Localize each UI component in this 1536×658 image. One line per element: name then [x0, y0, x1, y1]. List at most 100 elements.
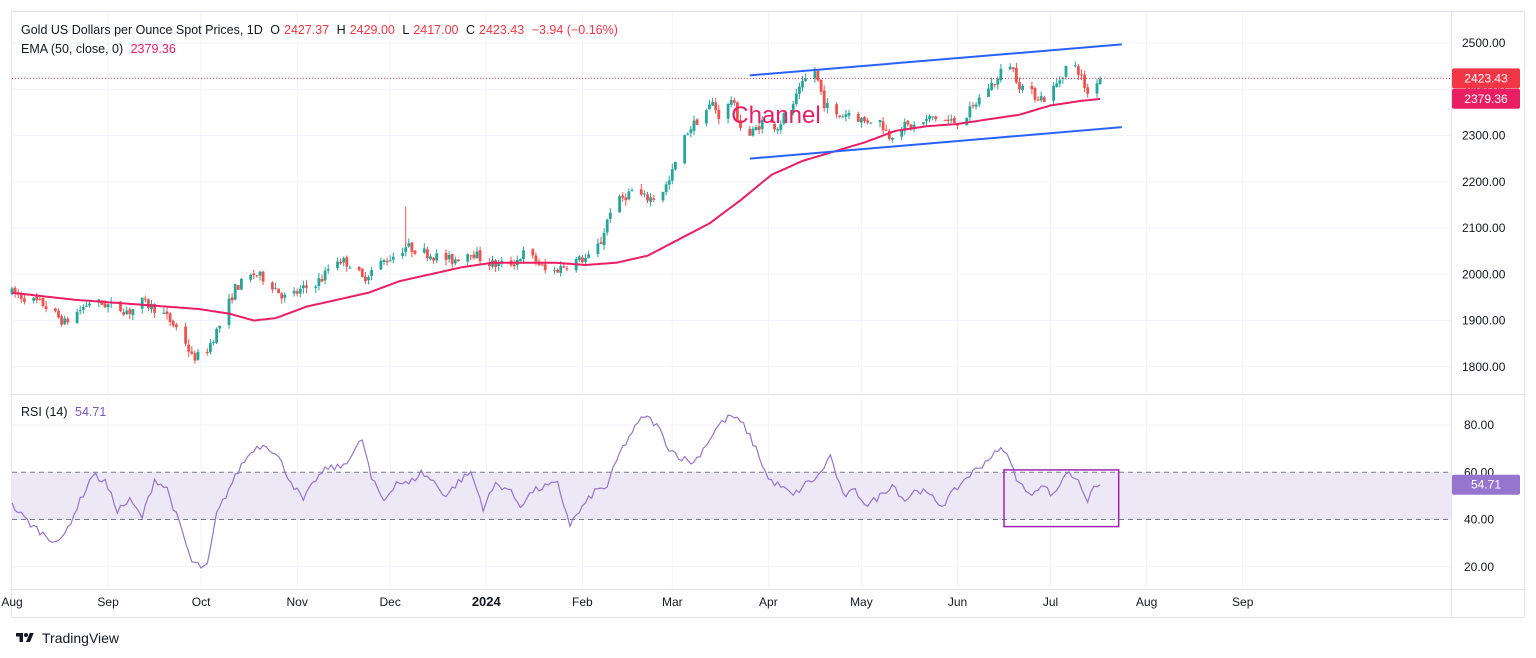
- candle-body: [292, 290, 296, 294]
- low-label: L: [402, 23, 410, 37]
- candle-body: [215, 328, 218, 343]
- candle-body: [320, 278, 324, 282]
- candle-body: [519, 259, 522, 262]
- candle-body: [900, 129, 904, 137]
- open-value: 2427.37: [284, 23, 330, 37]
- candle-body: [838, 115, 842, 117]
- candle-body: [577, 256, 581, 261]
- candle-body: [274, 288, 277, 290]
- candle-body: [119, 301, 122, 311]
- candle-body: [739, 120, 742, 128]
- candle-body: [999, 68, 1003, 81]
- candle-body: [457, 259, 460, 262]
- price-tick-label: 2500.00: [1462, 36, 1506, 50]
- candle-body: [500, 261, 504, 263]
- candle-body: [453, 259, 457, 264]
- candle-body: [835, 104, 838, 115]
- time-tick-label: Sep: [97, 595, 119, 609]
- candle-body: [370, 270, 373, 276]
- candle-body: [844, 114, 848, 117]
- time-tick-label: Mar: [662, 595, 683, 609]
- candle-body: [407, 243, 411, 247]
- candle-body: [670, 169, 674, 181]
- candle-body: [1036, 99, 1040, 101]
- low-value: 2417.00: [413, 23, 459, 37]
- candle-body: [683, 135, 687, 164]
- candle-body: [475, 251, 479, 259]
- candle-body: [32, 297, 36, 301]
- candle-body: [646, 194, 649, 201]
- high-value: 2429.00: [349, 23, 395, 37]
- candle-body: [878, 120, 882, 123]
- candle-body: [543, 264, 547, 271]
- candle-body: [1058, 80, 1062, 84]
- ema-badge-label: 2379.36: [1464, 92, 1508, 106]
- candle-body: [413, 250, 417, 254]
- candle-body: [794, 93, 798, 104]
- candle-body: [317, 278, 321, 287]
- candle-body: [906, 120, 910, 125]
- candle-body: [1098, 78, 1102, 85]
- candle-body: [401, 252, 404, 256]
- candle-body: [726, 103, 730, 119]
- candle-body: [472, 254, 476, 259]
- candle-body: [283, 294, 287, 298]
- tradingview-logo-icon: [16, 633, 34, 642]
- candle-body: [78, 310, 82, 312]
- candle-body: [249, 274, 253, 280]
- rsi-tick-label: 40.00: [1464, 513, 1494, 527]
- candle-body: [38, 298, 42, 300]
- candle-body: [184, 326, 187, 344]
- candle-body: [357, 267, 361, 271]
- candle-body: [599, 242, 603, 245]
- candle-body: [1033, 88, 1037, 100]
- candle-body: [1039, 96, 1043, 101]
- candle-body: [977, 97, 981, 105]
- price-tick-label: 2100.00: [1462, 221, 1506, 235]
- candle-body: [705, 110, 708, 124]
- candle-body: [866, 120, 869, 123]
- time-tick-label: Aug: [1136, 595, 1157, 609]
- candle-body: [81, 307, 85, 310]
- candle-body: [652, 198, 656, 200]
- candle-body: [41, 298, 45, 307]
- candle-body: [912, 124, 916, 128]
- candle-body: [990, 82, 993, 90]
- candle-body: [584, 257, 587, 262]
- high-label: H: [336, 23, 346, 37]
- candle-body: [367, 277, 370, 281]
- candle-body: [686, 133, 690, 135]
- candle-body: [1008, 66, 1012, 70]
- tradingview-logo[interactable]: TradingView: [14, 630, 119, 646]
- candle-body: [711, 101, 714, 106]
- candle-body: [605, 219, 609, 233]
- candle-body: [240, 278, 243, 290]
- candle-body: [305, 285, 308, 288]
- ema-line: [11, 98, 1101, 322]
- candle-body: [903, 122, 907, 131]
- candle-body: [1086, 87, 1090, 94]
- last-price-badge: [1452, 68, 1520, 89]
- candle-body: [534, 255, 538, 262]
- time-tick-label: 2024: [472, 594, 502, 609]
- rsi-tick-label: 20.00: [1464, 560, 1494, 574]
- last-price-label: 2423.43: [1464, 71, 1508, 85]
- candle-body: [1073, 65, 1077, 67]
- candle-body: [236, 285, 240, 290]
- rsi-legend: RSI (14) 54.71: [21, 405, 110, 419]
- candle-body: [891, 137, 894, 140]
- candle-body: [1011, 67, 1015, 70]
- candle-body: [881, 121, 885, 131]
- candle-body: [522, 250, 525, 260]
- time-tick-label: Feb: [572, 595, 593, 609]
- candle-body: [1052, 85, 1055, 101]
- candle-body: [965, 117, 969, 126]
- candle-body: [140, 297, 144, 309]
- candle-body: [147, 299, 150, 308]
- candle-body: [63, 318, 67, 325]
- candle-body: [581, 257, 584, 263]
- candle-body: [143, 298, 147, 300]
- candle-body: [559, 265, 563, 273]
- candle-body: [621, 195, 625, 198]
